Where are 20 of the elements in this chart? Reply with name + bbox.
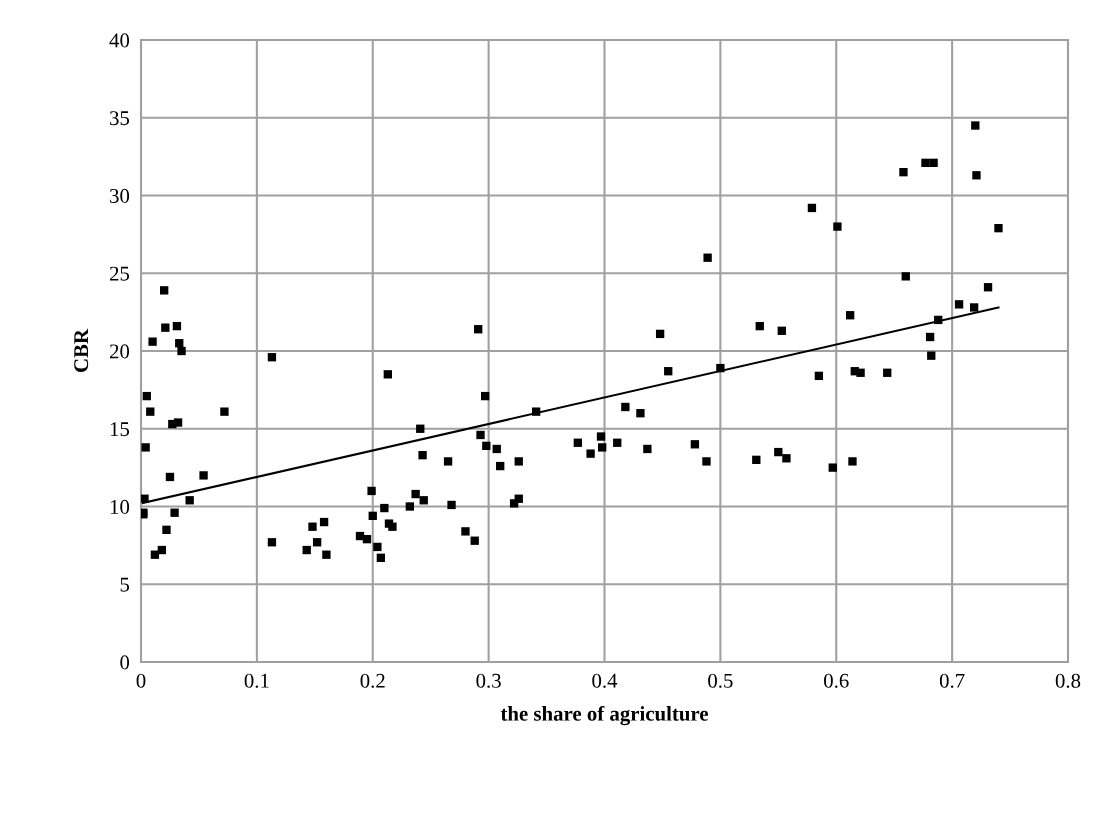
y-axis-title: CBR <box>74 328 89 372</box>
y-tick-label: 0 <box>120 655 130 670</box>
y-tick-label: 40 <box>109 33 130 48</box>
x-tick-label: 0.7 <box>939 673 965 688</box>
x-tick-label: 0.8 <box>1055 673 1081 688</box>
x-tick-label: 0.6 <box>824 673 849 688</box>
y-tick-label: 15 <box>110 422 130 437</box>
x-tick-label: 0.5 <box>708 673 733 688</box>
x-axis-title: the share of agriculture <box>500 705 709 726</box>
y-tick-label: 10 <box>110 499 130 514</box>
x-tick-label: 0.2 <box>360 673 385 688</box>
x-tick-label: 0 <box>136 673 146 688</box>
y-tick-label: 25 <box>109 266 130 281</box>
y-tick-label: 35 <box>110 111 130 126</box>
x-tick-label: 0.1 <box>244 673 269 688</box>
x-tick-label: 0.4 <box>592 673 618 688</box>
y-tick-label: 30 <box>110 188 130 203</box>
y-tick-label: 5 <box>120 577 130 592</box>
x-tick-label: 0.3 <box>476 673 501 688</box>
y-tick-label: 20 <box>109 344 130 359</box>
